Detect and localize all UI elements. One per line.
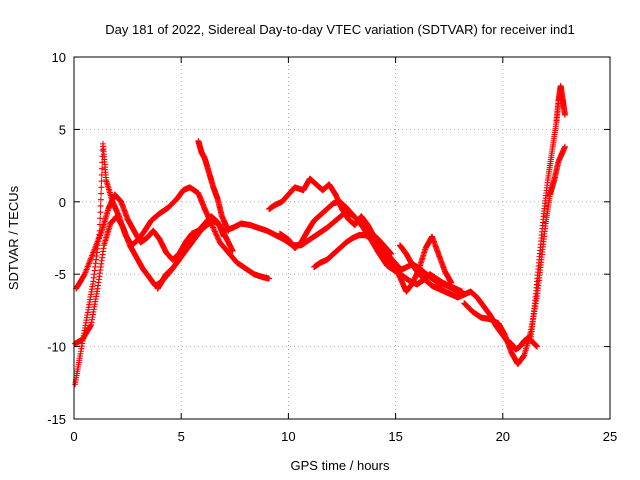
- plot-frame: [73, 56, 611, 420]
- data-point: [98, 190, 105, 197]
- data-points: [72, 82, 568, 388]
- x-axis-label: GPS time / hours: [291, 458, 390, 473]
- data-point: [229, 248, 236, 255]
- x-tick-label: 10: [281, 429, 295, 444]
- data-point: [191, 230, 198, 237]
- data-point: [448, 279, 455, 286]
- y-tick-label: -5: [54, 267, 66, 282]
- data-point: [212, 229, 219, 236]
- x-tick-label: 0: [70, 429, 77, 444]
- axis-ticks: 0 5 10 15 20 25 -15 -10 -5 0 5 10: [47, 50, 617, 444]
- data-point: [97, 209, 104, 216]
- data-point: [210, 224, 217, 231]
- data-point: [213, 231, 220, 238]
- data-point: [210, 225, 217, 232]
- x-tick-label: 20: [496, 429, 510, 444]
- data-point: [211, 228, 218, 235]
- data-point: [213, 232, 220, 239]
- data-point: [98, 184, 105, 191]
- series-track-l: [461, 143, 568, 367]
- y-tick-label: 0: [59, 195, 66, 210]
- y-tick-label: 5: [59, 122, 66, 137]
- data-point: [214, 235, 221, 242]
- y-tick-label: -15: [47, 412, 66, 427]
- data-point: [561, 111, 568, 118]
- series-track-k: [396, 242, 541, 353]
- series-track-c: [73, 191, 228, 292]
- y-tick-label: 10: [52, 50, 66, 65]
- series-track-m: [527, 82, 568, 343]
- data-point: [97, 196, 104, 203]
- x-tick-label: 5: [178, 429, 185, 444]
- data-point: [221, 233, 228, 240]
- x-tick-label: 25: [603, 429, 617, 444]
- data-point: [215, 236, 222, 243]
- data-point: [87, 322, 94, 329]
- data-point: [266, 275, 273, 282]
- data-point: [561, 143, 568, 150]
- series-track-j: [384, 233, 455, 295]
- x-tick-label: 15: [388, 429, 402, 444]
- grid: [74, 57, 610, 419]
- data-point: [98, 178, 105, 185]
- series-track-d: [195, 137, 232, 234]
- data-point: [211, 227, 218, 234]
- y-axis-label: SDTVAR / TECUs: [6, 185, 21, 290]
- data-point: [97, 215, 104, 222]
- data-point: [97, 202, 104, 209]
- data-point: [534, 343, 541, 350]
- data-point: [81, 272, 88, 279]
- data-point: [214, 233, 221, 240]
- y-tick-label: -10: [47, 340, 66, 355]
- series-track-e: [154, 230, 198, 292]
- chart-title: Day 181 of 2022, Sidereal Day-to-day VTE…: [105, 22, 574, 37]
